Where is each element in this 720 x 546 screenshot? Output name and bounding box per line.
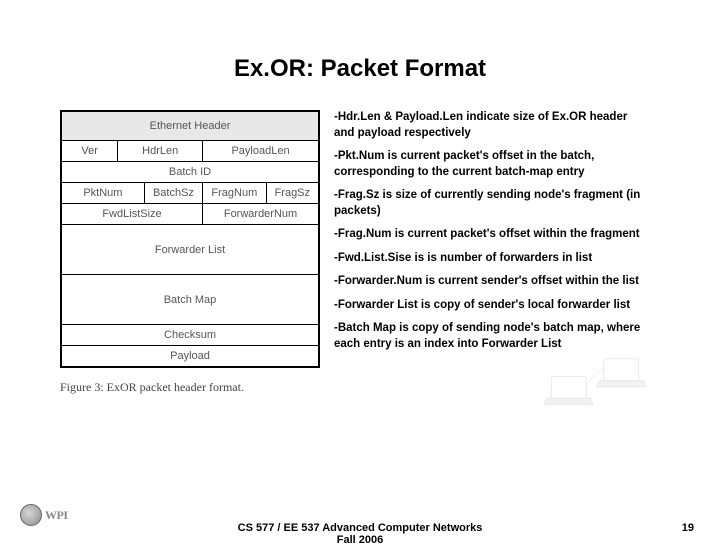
laptop-decoration-icon — [540, 350, 650, 420]
cell-ver: Ver — [61, 141, 118, 162]
bullet-3: -Frag.Sz is size of currently sending no… — [334, 188, 650, 219]
cell-fwdlistsize: FwdListSize — [61, 204, 203, 225]
cell-batchmap: Batch Map — [61, 275, 319, 325]
cell-payload: Payload — [61, 346, 319, 368]
bullet-2: -Pkt.Num is current packet's offset in t… — [334, 149, 650, 180]
wpi-logo: WPI — [20, 504, 68, 526]
cell-forwarderlist: Forwarder List — [61, 225, 319, 275]
cell-batchsz: BatchSz — [144, 183, 202, 204]
wpi-text: WPI — [45, 508, 68, 523]
cell-fragnum: FragNum — [203, 183, 267, 204]
bullet-4: -Frag.Num is current packet's offset wit… — [334, 227, 650, 243]
bullet-5: -Fwd.List.Sise is is number of forwarder… — [334, 251, 650, 267]
cell-fragsz: FragSz — [266, 183, 319, 204]
bullet-6: -Forwarder.Num is current sender's offse… — [334, 274, 650, 290]
cell-payloadlen: PayloadLen — [203, 141, 319, 162]
bullet-8: -Batch Map is copy of sending node's bat… — [334, 321, 650, 352]
footer-line1: CS 577 / EE 537 Advanced Computer Networ… — [238, 522, 483, 534]
cell-forwardernum: ForwarderNum — [203, 204, 319, 225]
packet-header-table: Ethernet Header Ver HdrLen PayloadLen Ba… — [60, 110, 320, 368]
packet-diagram-column: Ethernet Header Ver HdrLen PayloadLen Ba… — [60, 110, 320, 395]
cell-pktnum: PktNum — [61, 183, 144, 204]
figure-caption: Figure 3: ExOR packet header format. — [60, 380, 320, 395]
cell-hdrlen: HdrLen — [118, 141, 203, 162]
cell-batchid: Batch ID — [61, 162, 319, 183]
bullet-1: -Hdr.Len & Payload.Len indicate size of … — [334, 110, 650, 141]
footer-line2: Fall 2006 — [337, 534, 383, 546]
slide-title: Ex.OR: Packet Format — [0, 55, 720, 83]
footer-course: CS 577 / EE 537 Advanced Computer Networ… — [238, 522, 483, 546]
cell-ethernet: Ethernet Header — [61, 111, 319, 141]
cell-checksum: Checksum — [61, 325, 319, 346]
wpi-seal-icon — [20, 504, 42, 526]
page-number: 19 — [682, 522, 694, 534]
bullet-7: -Forwarder List is copy of sender's loca… — [334, 298, 650, 314]
